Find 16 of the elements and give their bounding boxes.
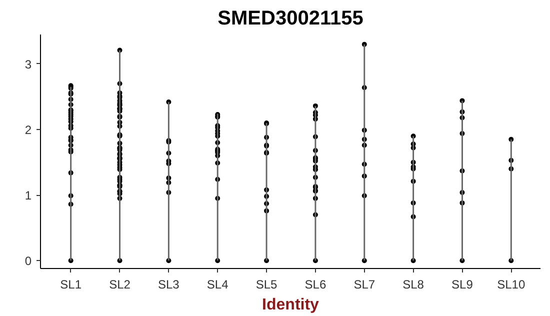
y-tick-label: 2 — [24, 123, 32, 138]
x-tick-label: SL3 — [158, 278, 180, 292]
x-tick-label: SL10 — [497, 278, 526, 292]
x-tick-label: SL7 — [354, 278, 376, 292]
y-tick-label: 1 — [24, 188, 32, 203]
y-tick-label: 3 — [24, 57, 32, 72]
x-tick-label: SL8 — [402, 278, 424, 292]
chart-title: SMED30021155 — [218, 8, 364, 30]
x-tick-label: SL2 — [109, 278, 131, 292]
y-tick-label: 0 — [24, 254, 32, 268]
x-tick-label: SL6 — [304, 278, 326, 292]
x-axis-title: Identity — [262, 296, 320, 314]
x-tick-label: SL1 — [60, 278, 82, 292]
x-tick-label: SL9 — [452, 278, 474, 292]
x-tick-label: SL5 — [256, 278, 278, 292]
x-tick-label: SL4 — [206, 278, 229, 292]
